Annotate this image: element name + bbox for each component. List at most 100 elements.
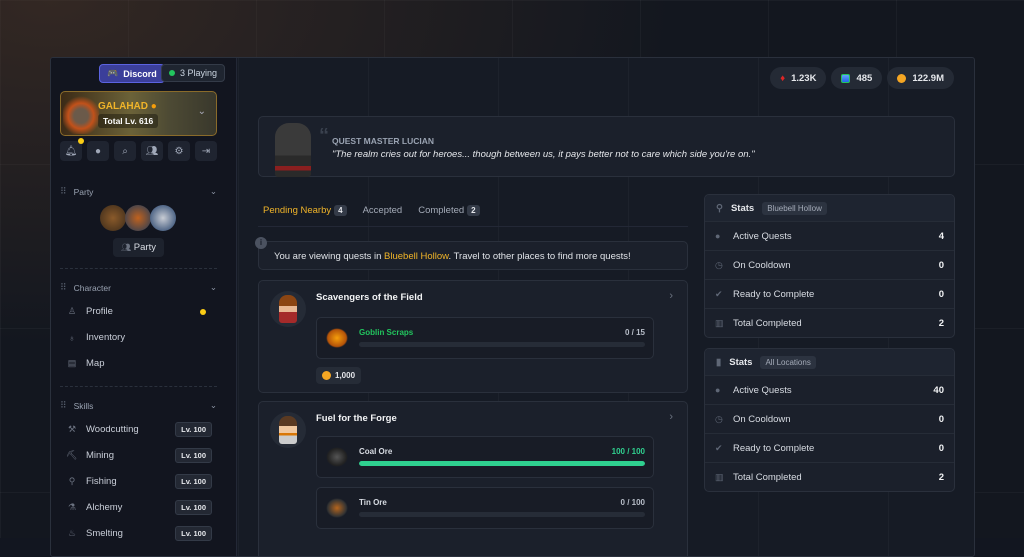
currency-gold[interactable]: 122.9M — [887, 67, 954, 89]
skill-alchemy[interactable]: ⚗ Alchemy Lv. 100 — [66, 500, 212, 515]
skill-mining[interactable]: ⛏ Mining Lv. 100 — [66, 448, 212, 463]
quest-title: Fuel for the Forge — [316, 413, 397, 424]
stat-row: ✔ Ready to Complete 0 — [705, 433, 954, 462]
app-window: 🎮 Discord 3 Playing GALAHAD ● Total Lv. 6… — [50, 57, 975, 557]
quest-objective: Goblin Scraps 0 / 15 — [316, 317, 654, 359]
quest-card[interactable]: Scavengers of the Field › Goblin Scraps … — [258, 280, 688, 393]
online-dot-icon — [169, 70, 175, 76]
playing-badge[interactable]: 3 Playing — [161, 64, 226, 82]
bar-chart-icon: ▮ — [716, 356, 722, 368]
objective-progress-bar — [359, 342, 645, 347]
chat-button[interactable]: ● — [87, 141, 109, 161]
stats-panel-local: ⚲ Stats Bluebell Hollow ● Active Quests 4 ◷ O… — [704, 194, 955, 338]
location-pin-icon: ⚲ — [716, 202, 723, 214]
flame-icon: ♨ — [67, 528, 77, 538]
divider — [258, 226, 688, 227]
blue-gem-icon — [841, 73, 851, 83]
player-card[interactable]: GALAHAD ● Total Lv. 616 ⌄ — [60, 91, 217, 136]
red-crystal-icon: ♦ — [780, 72, 786, 84]
sidebar: 🎮 Discord 3 Playing GALAHAD ● Total Lv. 6… — [51, 58, 237, 556]
divider — [60, 268, 217, 269]
party-member-avatar[interactable] — [150, 205, 176, 231]
stat-row: ◷ On Cooldown 0 — [705, 404, 954, 433]
map-icon: ▤ — [67, 358, 77, 368]
gear-icon: ⚙ — [174, 145, 184, 157]
skills-section-header[interactable]: ⠿ Skills ⌄ — [60, 400, 217, 411]
currency-gem[interactable]: 485 — [831, 67, 883, 89]
stat-row: ● Active Quests 4 — [705, 221, 954, 250]
tin-ore-icon — [326, 498, 348, 518]
search-button[interactable]: ⌕ — [114, 141, 136, 161]
fishing-icon: ⚲ — [68, 476, 76, 486]
quest-reward: 1,000 — [316, 367, 362, 384]
notification-dot-icon — [200, 308, 206, 315]
currency-crystal[interactable]: ♦ 1.23K — [770, 67, 827, 89]
currency-bar: ♦ 1.23K 485 122.9M — [770, 67, 954, 89]
player-avatar — [63, 94, 99, 134]
chevron-right-icon[interactable]: › — [669, 411, 673, 423]
quest-master-quote: "The realm cries out for heroes... thoug… — [332, 149, 755, 160]
tab-pending-nearby[interactable]: Pending Nearby 4 — [263, 205, 347, 216]
stat-row: ◷ On Cooldown 0 — [705, 250, 954, 279]
quest-master-portrait — [275, 123, 311, 177]
clock-icon: ◷ — [715, 413, 723, 424]
quest-objective: Coal Ore 100 / 100 — [316, 436, 654, 478]
stat-row: ✔ Ready to Complete 0 — [705, 279, 954, 308]
users-icon: 👥︎ — [121, 243, 132, 252]
logout-icon: ⇥ — [201, 145, 211, 157]
main-content: ♦ 1.23K 485 122.9M “ QUEST MASTER LUCIAN … — [238, 58, 974, 556]
logout-button[interactable]: ⇥ — [195, 141, 217, 161]
tab-accepted[interactable]: Accepted — [362, 205, 403, 216]
quest-tabs: Pending Nearby 4 Accepted Completed 2 — [263, 205, 480, 216]
clock-icon: ◷ — [715, 259, 723, 270]
friends-button[interactable]: 👥︎ — [141, 141, 163, 161]
discord-label: Discord — [123, 68, 157, 79]
flame-badge-icon: ● — [150, 101, 157, 112]
coal-ore-icon — [326, 447, 348, 467]
quest-master-name: QUEST MASTER LUCIAN — [332, 136, 434, 146]
quest-giver-avatar — [270, 291, 306, 327]
quest-title: Scavengers of the Field — [316, 292, 423, 303]
nav-item-map[interactable]: ▤ Map — [67, 358, 105, 369]
quest-objective: Tin Ore 0 / 100 — [316, 487, 654, 529]
quote-icon: “ — [319, 125, 329, 147]
quest-card[interactable]: Fuel for the Forge › Coal Ore 100 / 100 … — [258, 401, 688, 556]
location-link[interactable]: Bluebell Hollow — [384, 251, 449, 262]
discord-icon: 🎮 — [107, 68, 119, 78]
search-icon: ⌕ — [122, 145, 128, 157]
notifications-button[interactable]: 🔔︎ — [60, 138, 84, 161]
gold-coin-icon — [322, 371, 331, 380]
character-section-header[interactable]: ⠿ Character ⌄ — [60, 282, 217, 293]
quest-icon: ● — [715, 231, 721, 241]
nav-item-profile[interactable]: ♙ Profile — [66, 306, 212, 317]
pickaxe-icon: ⛏ — [66, 450, 78, 460]
playing-label: 3 Playing — [180, 68, 218, 78]
party-member-avatar[interactable] — [100, 205, 126, 231]
objective-progress-bar — [359, 512, 645, 517]
skill-smelting[interactable]: ♨ Smelting Lv. 100 — [66, 526, 212, 541]
check-circle-icon: ✔ — [715, 442, 723, 453]
tab-completed[interactable]: Completed 2 — [418, 205, 480, 216]
clipboard-icon: ▥ — [715, 317, 724, 328]
skill-fishing[interactable]: ⚲ Fishing Lv. 100 — [66, 474, 212, 489]
discord-button[interactable]: 🎮 Discord — [99, 64, 165, 83]
quest-giver-avatar — [270, 412, 306, 448]
party-section-header[interactable]: ⠿ Party ⌄ — [60, 186, 217, 197]
check-circle-icon: ✔ — [715, 288, 723, 299]
chevron-right-icon[interactable]: › — [669, 290, 673, 302]
chevron-down-icon: ⌄ — [209, 282, 217, 292]
chevron-down-icon[interactable]: ⌄ — [197, 106, 206, 117]
axe-icon: ⚒ — [67, 424, 77, 434]
stat-row: ▥ Total Completed 2 — [705, 462, 954, 491]
settings-button[interactable]: ⚙ — [168, 141, 190, 161]
party-member-avatar[interactable] — [125, 205, 151, 231]
bell-icon: 🔔︎ — [64, 145, 78, 157]
flask-icon: ⚗ — [67, 502, 77, 512]
nav-item-inventory[interactable]: ♁ Inventory — [66, 332, 212, 343]
stat-row: ▥ Total Completed 2 — [705, 308, 954, 337]
skill-woodcutting[interactable]: ⚒ Woodcutting Lv. 100 — [66, 422, 212, 437]
party-button[interactable]: 👥︎ Party — [113, 238, 164, 257]
party-members — [100, 205, 176, 231]
gold-coin-icon — [897, 73, 907, 83]
drag-handle-icon: ⠿ — [60, 186, 67, 196]
